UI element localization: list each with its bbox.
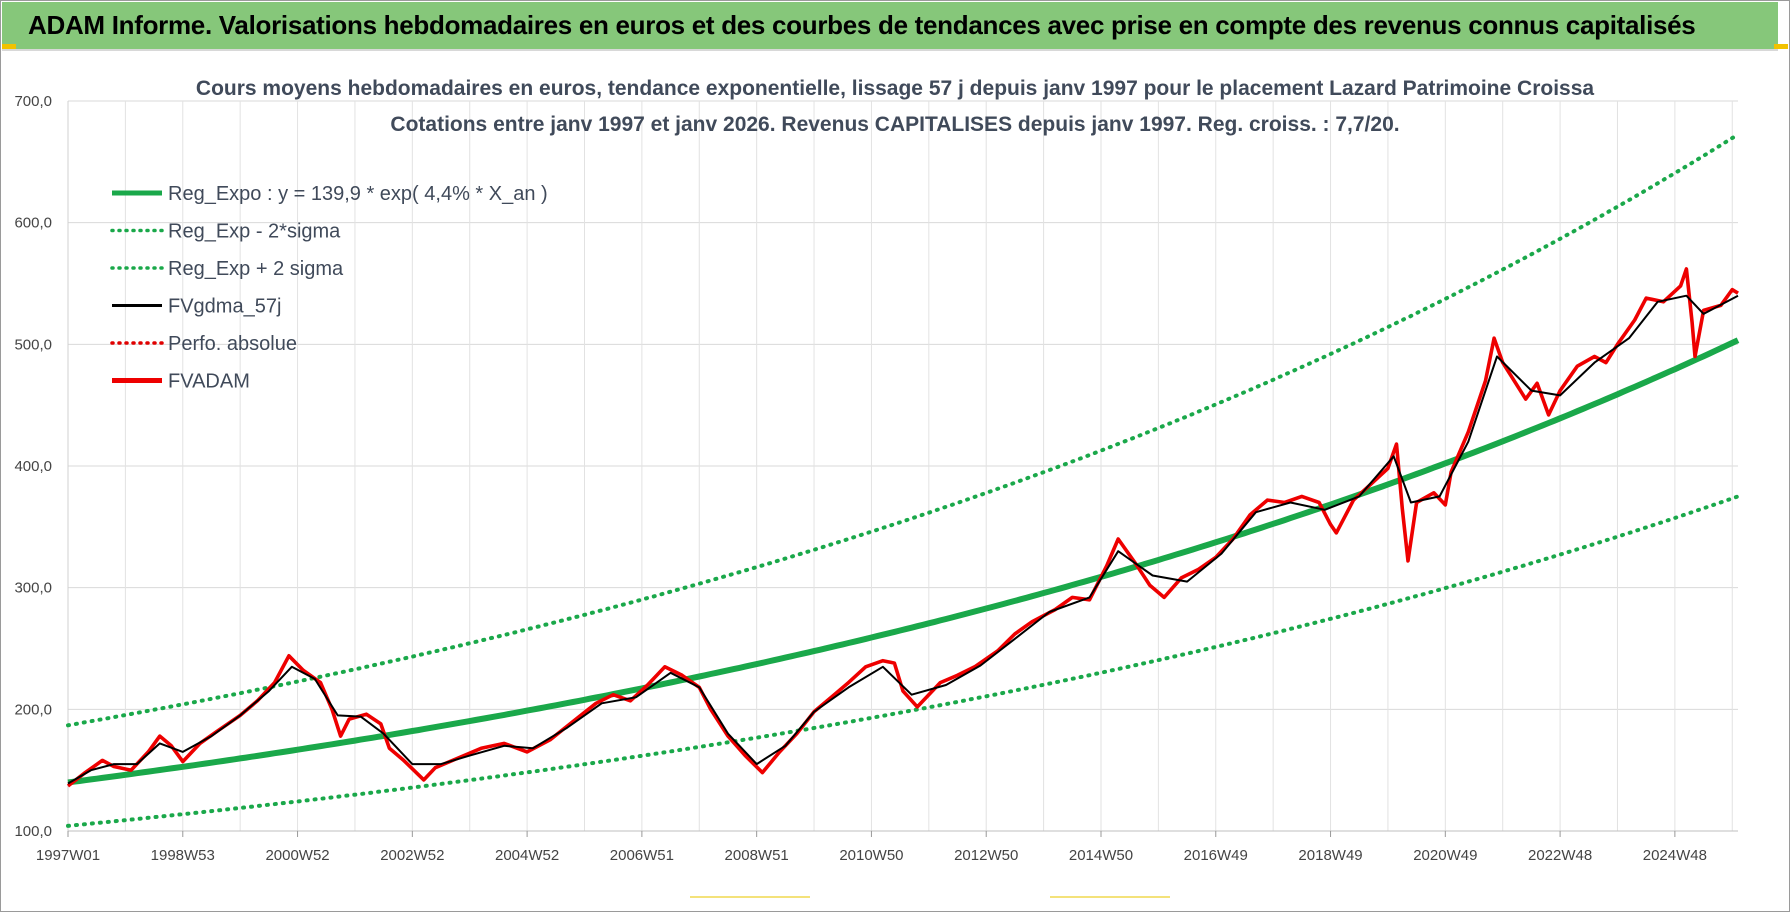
x-axis: 1997W01 1998W53 2000W52 2002W52 2004W52 2006W… xyxy=(36,830,1738,864)
x-tick-label: 2022W48 xyxy=(1528,847,1592,864)
chart-title-line1: Cours moyens hebdomadaires en euros, ten… xyxy=(196,77,1594,100)
x-tick-label: 2010W50 xyxy=(839,847,903,864)
x-tick-label: 2016W49 xyxy=(1184,847,1248,864)
chart-title-line2: Cotations entre janv 1997 et janv 2026. … xyxy=(390,113,1399,136)
y-tick-label: 300,0 xyxy=(14,580,52,597)
x-tick-label: 1998W53 xyxy=(151,847,215,864)
x-tick-label: 1997W01 xyxy=(36,847,100,864)
reg-expo-line xyxy=(67,337,1740,786)
y-tick-label: 100,0 xyxy=(14,823,52,840)
grid xyxy=(67,100,1738,832)
bottom-marker xyxy=(690,896,810,898)
x-tick-label: 2018W49 xyxy=(1298,847,1362,864)
series-layer xyxy=(66,132,1740,828)
y-tick-label: 600,0 xyxy=(14,215,52,232)
x-tick-label: 2008W51 xyxy=(725,847,789,864)
fvadam-line xyxy=(66,267,1739,788)
x-tick-label: 2002W52 xyxy=(380,847,444,864)
x-tick-label: 2024W48 xyxy=(1643,847,1707,864)
banner-title: ADAM Informe. Valorisations hebdomadaire… xyxy=(28,10,1696,40)
legend-label: FVgdma_57j xyxy=(168,296,281,318)
banner: ADAM Informe. Valorisations hebdomadaire… xyxy=(2,2,1778,51)
y-tick-label: 700,0 xyxy=(14,93,52,110)
legend-label: Reg_Expo : y = 139,9 * exp( 4,4% * X_an … xyxy=(168,183,548,205)
y-tick-label: 400,0 xyxy=(14,458,52,475)
legend: Reg_Expo : y = 139,9 * exp( 4,4% * X_an … xyxy=(110,183,548,393)
legend-label: FVADAM xyxy=(168,371,250,393)
x-tick-label: 2006W51 xyxy=(610,847,674,864)
legend-label: Reg_Exp + 2 sigma xyxy=(168,258,344,280)
banner-corner-marker xyxy=(2,44,16,49)
x-tick-label: 2020W49 xyxy=(1413,847,1477,864)
x-tick-label: 2014W50 xyxy=(1069,847,1133,864)
x-tick-label: 2004W52 xyxy=(495,847,559,864)
legend-label: Perfo. absolue xyxy=(168,333,297,355)
reg-exp-minus-2sigma-line xyxy=(66,494,1740,828)
legend-label: Reg_Exp - 2*sigma xyxy=(168,221,341,243)
banner-corner-marker xyxy=(1774,44,1788,49)
y-tick-label: 200,0 xyxy=(14,701,52,718)
reg-exp-plus-2sigma-line xyxy=(66,132,1740,728)
x-tick-label: 2000W52 xyxy=(265,847,329,864)
fvgdma-57j-line xyxy=(67,294,1739,785)
x-tick-label: 2012W50 xyxy=(954,847,1018,864)
y-axis: 100,0 200,0 300,0 400,0 500,0 600,0 700,0 xyxy=(14,93,69,840)
y-tick-label: 500,0 xyxy=(14,336,52,353)
bottom-marker xyxy=(1050,896,1170,898)
